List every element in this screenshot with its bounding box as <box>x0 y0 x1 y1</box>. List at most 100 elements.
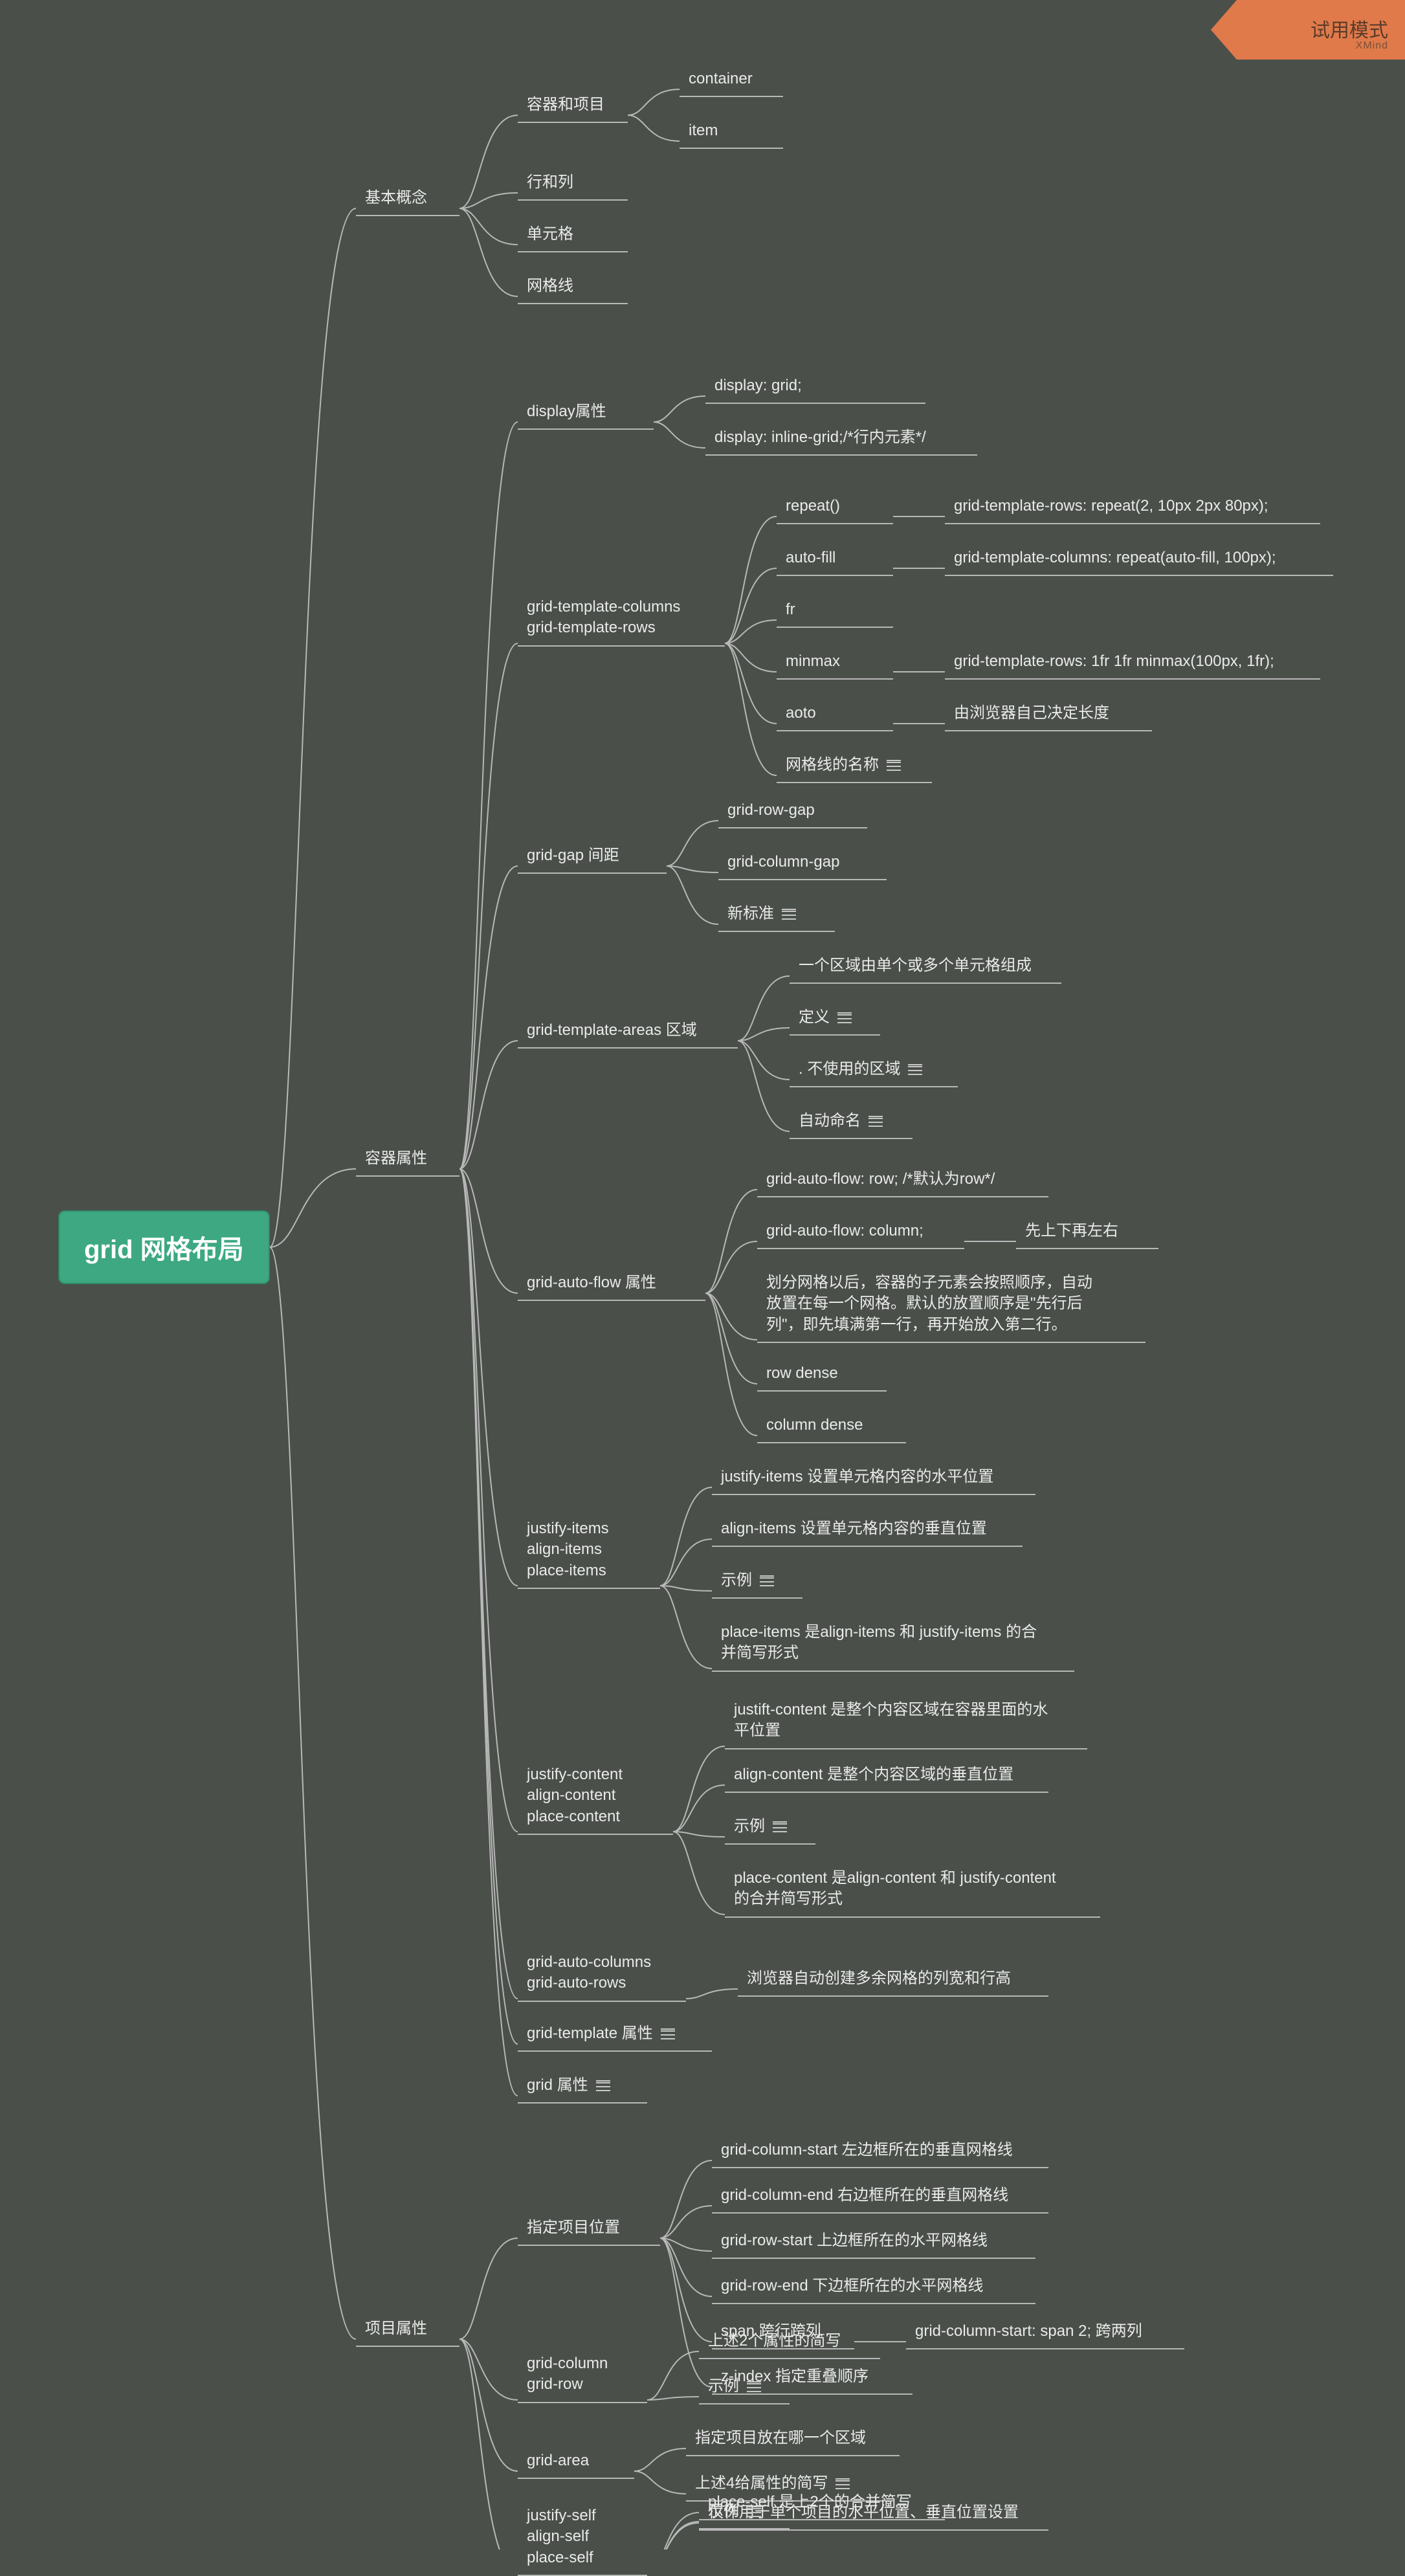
detail-node[interactable]: grid-template-rows: repeat(2, 10px 2px 8… <box>945 492 1320 524</box>
node-text: grid-template-rows: repeat(2, 10px 2px 8… <box>954 497 1268 515</box>
topic-node[interactable]: grid 属性 <box>518 2071 647 2104</box>
node-text: grid-row-gap <box>727 801 815 819</box>
leaf-node[interactable]: display: grid; <box>705 372 925 404</box>
topic-node[interactable]: grid-template 属性 <box>518 2019 712 2052</box>
leaf-node[interactable]: 新标准 <box>718 900 835 932</box>
leaf-node[interactable]: grid-auto-flow: row; /*默认为row*/ <box>757 1165 1048 1197</box>
leaf-node[interactable]: display: inline-grid;/*行内元素*/ <box>705 423 977 456</box>
root-label: grid 网格布局 <box>84 1236 244 1264</box>
leaf-node[interactable]: justift-content 是整个内容区域在容器里面的水平位置 <box>725 1696 1087 1749</box>
topic-node[interactable]: 单元格 <box>518 220 628 252</box>
leaf-node[interactable]: 一个区域由单个或多个单元格组成 <box>790 951 1061 984</box>
node-text: 容器属性 <box>365 1149 427 1167</box>
node-text: 项目属性 <box>365 2320 427 2337</box>
leaf-node[interactable]: . 不使用的区域 <box>790 1055 958 1087</box>
leaf-node[interactable]: 上述2个属性的简写 <box>699 2327 880 2359</box>
topic-node[interactable]: grid-template-columnsgrid-template-rows <box>518 593 725 647</box>
topic-node[interactable]: justify-selfalign-selfplace-self <box>518 2502 647 2576</box>
leaf-node[interactable]: 指定项目放在哪一个区域 <box>686 2424 900 2456</box>
leaf-node[interactable]: 划分网格以后，容器的子元素会按照顺序，自动放置在每一个网格。默认的放置顺序是"先… <box>757 1269 1145 1343</box>
leaf-node[interactable]: 示例 <box>699 2372 790 2404</box>
leaf-node[interactable]: column dense <box>757 1411 906 1443</box>
leaf-node[interactable]: place-self 是上2个的合并简写 <box>699 2488 945 2520</box>
root-node[interactable]: grid 网格布局 <box>58 1210 270 1284</box>
detail-node[interactable]: 先上下再左右 <box>1016 1217 1158 1249</box>
leaf-node[interactable]: grid-auto-flow: column; <box>757 1217 964 1249</box>
node-text-line: justify-items <box>527 1518 651 1539</box>
notes-icon[interactable] <box>596 2080 610 2092</box>
node-text: display: inline-grid;/*行内元素*/ <box>714 428 926 446</box>
detail-node[interactable]: 由浏览器自己决定长度 <box>945 699 1152 731</box>
leaf-node[interactable]: align-items 设置单元格内容的垂直位置 <box>712 1515 1023 1547</box>
notes-icon[interactable] <box>760 1575 774 1587</box>
leaf-node[interactable]: aoto <box>777 699 893 731</box>
node-text-line: 平位置 <box>734 1720 1078 1741</box>
notes-icon[interactable] <box>747 2381 761 2393</box>
leaf-node[interactable]: repeat() <box>777 492 893 524</box>
branch-node[interactable]: 容器属性 <box>356 1144 459 1177</box>
topic-node[interactable]: grid-auto-flow 属性 <box>518 1269 705 1301</box>
leaf-node[interactable]: minmax <box>777 647 893 680</box>
topic-node[interactable]: 指定项目位置 <box>518 2214 660 2246</box>
node-text: grid-auto-flow: row; /*默认为row*/ <box>766 1170 995 1188</box>
notes-icon[interactable] <box>908 1064 922 1076</box>
topic-node[interactable]: 行和列 <box>518 168 628 201</box>
topic-node[interactable]: justify-itemsalign-itemsplace-items <box>518 1515 660 1589</box>
detail-node[interactable]: 浏览器自动创建多余网格的列宽和行高 <box>738 1964 1048 1997</box>
topic-node[interactable]: grid-gap 间距 <box>518 841 667 874</box>
leaf-node[interactable]: 示例 <box>712 1566 802 1599</box>
leaf-node[interactable]: grid-row-end 下边框所在的水平网格线 <box>712 2272 1035 2304</box>
leaf-node[interactable]: fr <box>777 595 893 628</box>
leaf-node[interactable]: grid-row-gap <box>718 796 867 828</box>
node-text-line: grid-auto-rows <box>527 1973 677 1993</box>
node-text-line: place-content <box>527 1806 664 1827</box>
leaf-node[interactable]: grid-row-start 上边框所在的水平网格线 <box>712 2226 1035 2259</box>
leaf-node[interactable]: 自动命名 <box>790 1107 913 1139</box>
node-text: grid-row-end 下边框所在的水平网格线 <box>721 2277 983 2294</box>
leaf-node[interactable]: 定义 <box>790 1003 880 1036</box>
topic-node[interactable]: grid-template-areas 区域 <box>518 1016 738 1049</box>
trial-badge-label: 试用模式 <box>1311 14 1388 43</box>
leaf-node[interactable]: place-content 是align-content 和 justify-c… <box>725 1864 1100 1918</box>
node-text-line: 划分网格以后，容器的子元素会按照顺序，自动 <box>766 1272 1136 1293</box>
leaf-node[interactable]: item <box>680 117 783 149</box>
leaf-node[interactable]: align-content 是整个内容区域的垂直位置 <box>725 1760 1048 1793</box>
node-text: 容器和项目 <box>527 96 604 113</box>
leaf-node[interactable]: row dense <box>757 1359 887 1392</box>
node-text-line: grid-column <box>527 2353 638 2374</box>
notes-icon[interactable] <box>887 760 901 772</box>
detail-node[interactable]: grid-template-columns: repeat(auto-fill,… <box>945 544 1333 576</box>
node-text: 网格线的名称 <box>786 756 879 773</box>
leaf-node[interactable]: grid-column-gap <box>718 848 887 880</box>
topic-node[interactable]: grid-auto-columnsgrid-auto-rows <box>518 1948 686 2002</box>
node-text: item <box>689 122 718 139</box>
notes-icon[interactable] <box>773 1821 787 1833</box>
topic-node[interactable]: grid-columngrid-row <box>518 2349 647 2403</box>
leaf-node[interactable]: 示例 <box>725 1812 815 1845</box>
notes-icon[interactable] <box>868 1116 883 1127</box>
node-text: 示例 <box>708 2377 739 2395</box>
detail-node[interactable]: grid-template-rows: 1fr 1fr minmax(100px… <box>945 647 1320 680</box>
leaf-node[interactable]: justify-items 设置单元格内容的水平位置 <box>712 1463 1035 1495</box>
topic-node[interactable]: grid-area <box>518 2447 634 2479</box>
node-text-line: align-items <box>527 1539 651 1560</box>
node-text: column dense <box>766 1416 863 1434</box>
leaf-node[interactable]: container <box>680 65 783 97</box>
leaf-node[interactable]: auto-fill <box>777 544 893 576</box>
notes-icon[interactable] <box>782 909 796 920</box>
leaf-node[interactable]: grid-column-end 右边框所在的垂直网格线 <box>712 2181 1048 2214</box>
topic-node[interactable]: 网格线 <box>518 272 628 304</box>
branch-node[interactable]: 项目属性 <box>356 2315 459 2347</box>
detail-node[interactable]: grid-column-start: span 2; 跨两列 <box>906 2317 1184 2349</box>
notes-icon[interactable] <box>661 2028 675 2040</box>
leaf-node[interactable]: grid-column-start 左边框所在的垂直网格线 <box>712 2136 1048 2168</box>
node-text: 基本概念 <box>365 189 427 206</box>
leaf-node[interactable]: place-items 是align-items 和 justify-items… <box>712 1618 1074 1672</box>
topic-node[interactable]: justify-contentalign-contentplace-conten… <box>518 1760 673 1835</box>
notes-icon[interactable] <box>837 1012 852 1024</box>
branch-node[interactable]: 基本概念 <box>356 184 459 216</box>
topic-node[interactable]: 容器和项目 <box>518 91 628 123</box>
leaf-node[interactable]: 网格线的名称 <box>777 751 932 783</box>
node-text-line: place-content 是align-content 和 justify-c… <box>734 1868 1091 1889</box>
topic-node[interactable]: display属性 <box>518 397 654 430</box>
